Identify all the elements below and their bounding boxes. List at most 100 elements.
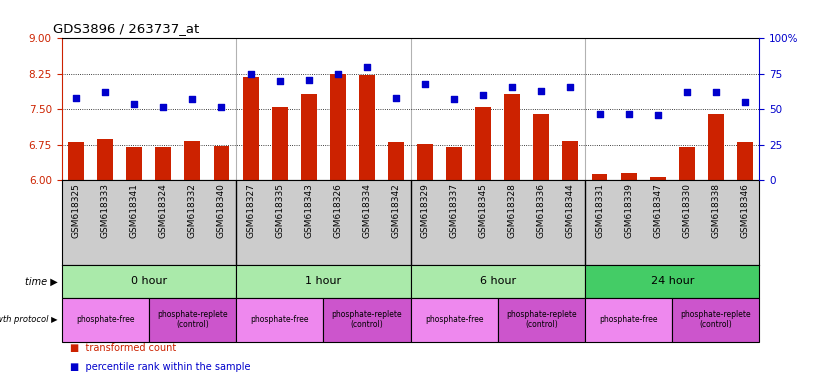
Text: GSM618346: GSM618346 (741, 183, 750, 238)
Point (331, 71, 344, 77)
Text: GSM618334: GSM618334 (362, 183, 371, 238)
Bar (359, 75, 375, 180)
Text: 0 hour: 0 hour (131, 276, 167, 286)
Text: GSM618326: GSM618326 (333, 183, 342, 238)
Text: 1 hour: 1 hour (305, 276, 342, 286)
Text: GSM618324: GSM618324 (158, 183, 167, 238)
Point (186, 96, 199, 103)
Point (70, 95, 83, 101)
Bar (649, 177, 666, 180)
Text: GSM618331: GSM618331 (595, 183, 604, 238)
Text: GSM618327: GSM618327 (246, 183, 255, 238)
Text: GSM618329: GSM618329 (420, 183, 429, 238)
Text: time ▶: time ▶ (25, 276, 57, 286)
Bar (236, 298, 323, 342)
Text: GSM618341: GSM618341 (130, 183, 139, 238)
Text: ■  percentile rank within the sample: ■ percentile rank within the sample (70, 362, 250, 372)
Point (506, 84, 519, 90)
Bar (446, 147, 462, 180)
Point (99, 89, 112, 96)
Point (709, 89, 722, 96)
Bar (97, 139, 113, 180)
Bar (185, 141, 200, 180)
Point (651, 112, 664, 118)
Text: GSM618347: GSM618347 (654, 183, 663, 238)
Bar (504, 94, 521, 180)
Point (477, 92, 490, 98)
Bar (62, 265, 236, 298)
Bar (62, 298, 149, 342)
Point (389, 95, 402, 101)
Bar (323, 298, 410, 342)
Point (128, 101, 141, 107)
Bar (672, 298, 759, 342)
Bar (585, 298, 672, 342)
Bar (155, 147, 172, 180)
Text: GSM618340: GSM618340 (217, 183, 226, 238)
Text: GSM618339: GSM618339 (624, 183, 633, 238)
Bar (562, 141, 579, 180)
Point (302, 76, 315, 83)
Bar (213, 146, 230, 180)
Text: 6 hour: 6 hour (479, 276, 516, 286)
Point (680, 89, 693, 96)
Text: growth protocol ▶: growth protocol ▶ (0, 315, 57, 324)
Text: GSM618338: GSM618338 (711, 183, 720, 238)
Bar (585, 265, 759, 298)
Point (738, 99, 751, 106)
Text: phosphate-replete
(control): phosphate-replete (control) (332, 310, 402, 329)
Text: phosphate-replete
(control): phosphate-replete (control) (506, 310, 576, 329)
Text: phosphate-replete
(control): phosphate-replete (control) (157, 310, 227, 329)
Text: ■  transformed count: ■ transformed count (70, 343, 176, 353)
Text: GSM618343: GSM618343 (305, 183, 314, 238)
Bar (591, 174, 608, 180)
Point (593, 111, 606, 117)
Text: GSM618328: GSM618328 (507, 183, 516, 238)
Bar (498, 298, 585, 342)
Point (360, 64, 374, 70)
Text: GSM618333: GSM618333 (101, 183, 110, 238)
Text: GSM618330: GSM618330 (682, 183, 691, 238)
Bar (475, 107, 491, 180)
Point (622, 111, 635, 117)
Bar (417, 144, 433, 180)
Bar (68, 142, 84, 180)
Text: GSM618335: GSM618335 (275, 183, 284, 238)
Text: GSM618345: GSM618345 (479, 183, 488, 238)
Text: phosphate-free: phosphate-free (76, 315, 135, 324)
Bar (300, 94, 317, 180)
Bar (272, 107, 287, 180)
Bar (236, 265, 410, 298)
Bar (330, 74, 346, 180)
Bar (149, 298, 236, 342)
Bar (410, 265, 585, 298)
Text: GDS3896 / 263737_at: GDS3896 / 263737_at (53, 22, 200, 35)
Text: GSM618344: GSM618344 (566, 183, 575, 238)
Text: phosphate-free: phosphate-free (250, 315, 309, 324)
Point (534, 88, 548, 94)
Bar (388, 142, 404, 180)
Point (215, 104, 228, 110)
Text: GSM618325: GSM618325 (71, 183, 80, 238)
Text: GSM618336: GSM618336 (537, 183, 546, 238)
Bar (242, 77, 259, 180)
Bar (737, 142, 753, 180)
Text: phosphate-free: phosphate-free (424, 315, 484, 324)
Text: phosphate-free: phosphate-free (599, 315, 658, 324)
Text: GSM618332: GSM618332 (188, 183, 197, 238)
Point (419, 81, 432, 87)
Point (273, 78, 287, 84)
Bar (708, 114, 724, 180)
Bar (679, 147, 695, 180)
Bar (534, 114, 549, 180)
Text: GSM618337: GSM618337 (450, 183, 459, 238)
Bar (410, 298, 498, 342)
Bar (621, 174, 636, 180)
Bar (126, 147, 142, 180)
Text: GSM618342: GSM618342 (392, 183, 401, 238)
Text: 24 hour: 24 hour (650, 276, 694, 286)
Point (564, 84, 577, 90)
Point (244, 71, 257, 77)
Point (157, 104, 170, 110)
Text: phosphate-replete
(control): phosphate-replete (control) (681, 310, 751, 329)
